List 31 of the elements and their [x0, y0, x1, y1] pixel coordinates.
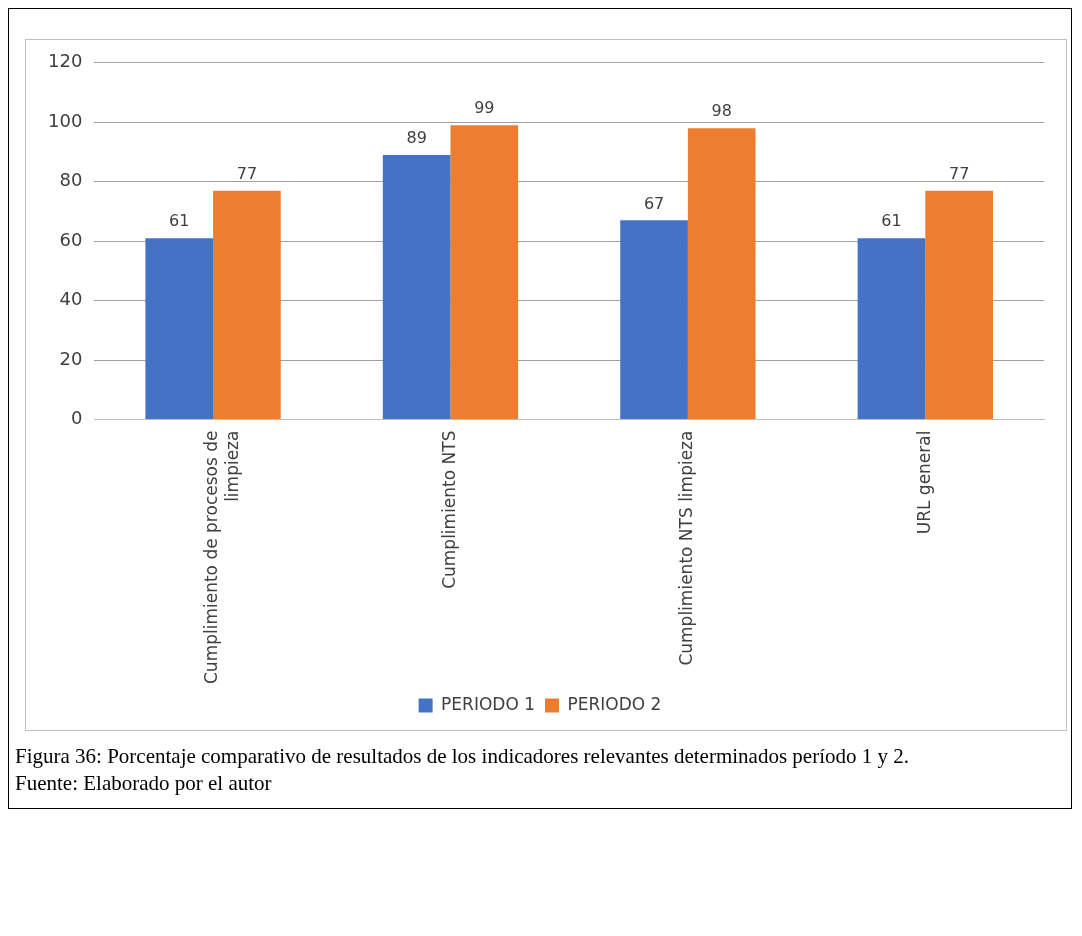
bar — [925, 190, 993, 420]
bar — [450, 125, 519, 420]
y-tick-label: 120 — [48, 50, 83, 72]
x-tick-label: Cumplimiento NTS — [438, 430, 459, 589]
y-tick-label: 100 — [48, 109, 83, 131]
x-tick-label: Cumplimiento de procesos de limpieza — [201, 430, 242, 684]
data-label: 98 — [711, 101, 732, 121]
bar — [687, 128, 756, 420]
legend-label: PERIODO 1 — [441, 693, 535, 714]
source-note: Fuente: Elaborado por el autor — [15, 770, 273, 798]
data-label: 77 — [236, 163, 258, 183]
bar — [145, 238, 214, 420]
y-tick-label: 80 — [59, 169, 83, 191]
data-label: 61 — [881, 211, 902, 231]
bar — [857, 238, 926, 420]
y-tick-label: 0 — [70, 407, 83, 429]
data-label: 99 — [474, 98, 495, 118]
data-label: 61 — [169, 211, 190, 231]
x-tick-label: Cumplimiento NTS limpieza — [676, 430, 697, 666]
data-label: 77 — [948, 163, 970, 183]
bar — [213, 190, 281, 420]
text: Figura 36: Porcentaje comparativo de resultados de los indicadores relevantes determinados período 1 y 2. — [15, 743, 910, 770]
y-tick-label: 40 — [59, 288, 83, 310]
x-tick-label: URL general — [913, 430, 934, 535]
data-label: 89 — [406, 128, 427, 148]
y-tick-label: 60 — [59, 228, 83, 250]
data-label: 67 — [643, 193, 665, 213]
y-tick-label: 20 — [59, 347, 83, 369]
bar — [620, 220, 688, 420]
legend-label: PERIODO 2 — [567, 693, 662, 714]
bar — [382, 154, 451, 420]
